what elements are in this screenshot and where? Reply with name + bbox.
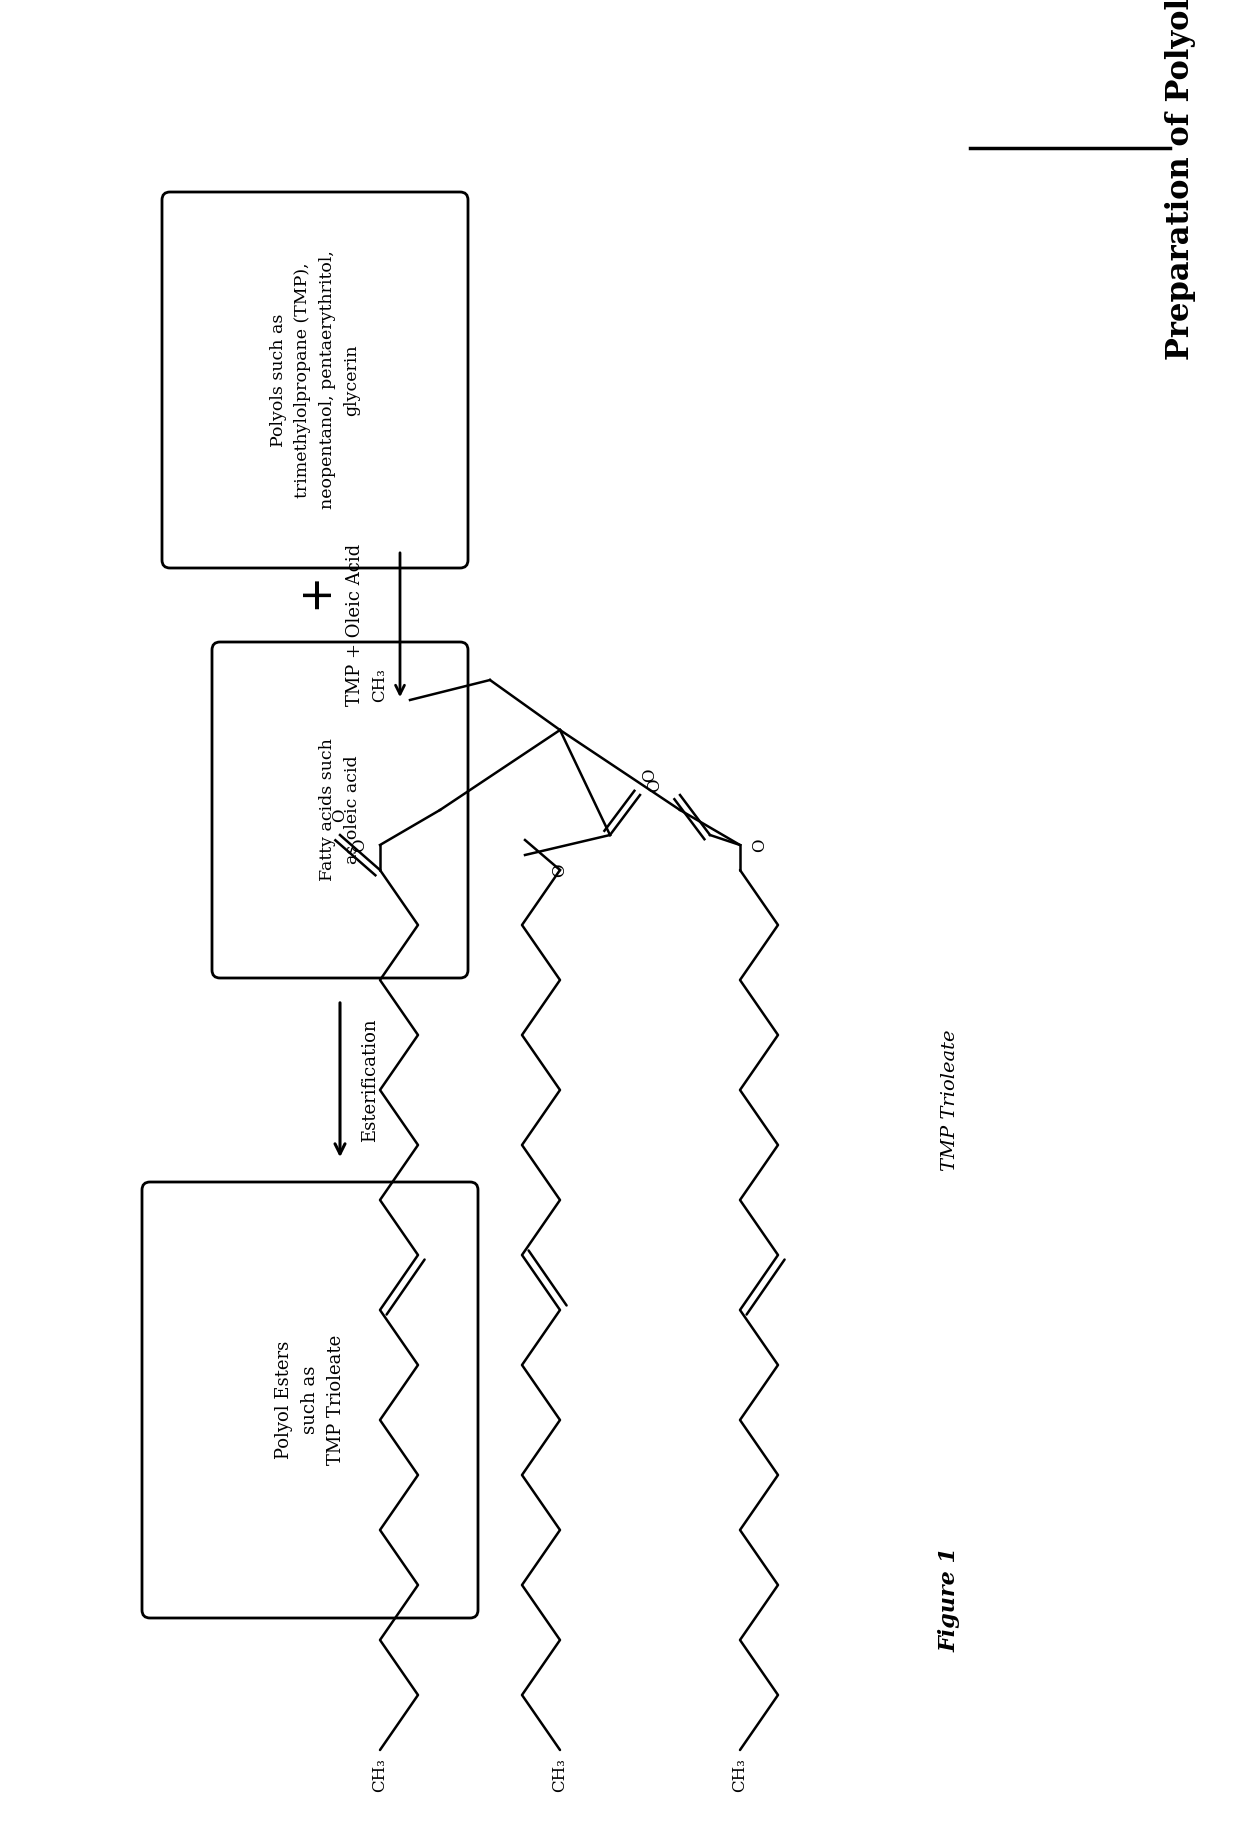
Text: O: O (641, 768, 658, 781)
Text: Figure 1: Figure 1 (939, 1547, 961, 1652)
FancyBboxPatch shape (162, 192, 467, 569)
Text: O: O (646, 779, 663, 792)
Text: Fatty acids such
as oleic acid: Fatty acids such as oleic acid (320, 739, 361, 882)
Text: CH₃: CH₃ (372, 1758, 388, 1792)
Text: O: O (351, 838, 368, 852)
Text: Preparation of Polyol Esters: Preparation of Polyol Esters (1164, 0, 1195, 360)
Text: CH₃: CH₃ (372, 668, 388, 702)
FancyBboxPatch shape (212, 642, 467, 979)
Text: CH₃: CH₃ (552, 1758, 568, 1792)
Text: +: + (294, 571, 336, 609)
Text: O: O (751, 838, 769, 852)
Text: TMP Trioleate: TMP Trioleate (941, 1030, 959, 1171)
Text: Polyols such as
trimethylolpropane (TMP),
neopentanol, pentaerythritol,
glycerin: Polyols such as trimethylolpropane (TMP)… (270, 251, 360, 510)
Text: O: O (552, 863, 568, 876)
Text: O: O (331, 808, 348, 821)
FancyBboxPatch shape (143, 1182, 477, 1619)
Text: Esterification: Esterification (361, 1019, 379, 1141)
Text: Polyol Esters
such as
TMP Trioleate: Polyol Esters such as TMP Trioleate (275, 1335, 345, 1465)
Text: TMP + Oleic Acid: TMP + Oleic Acid (346, 543, 365, 706)
Text: CH₃: CH₃ (732, 1758, 749, 1792)
